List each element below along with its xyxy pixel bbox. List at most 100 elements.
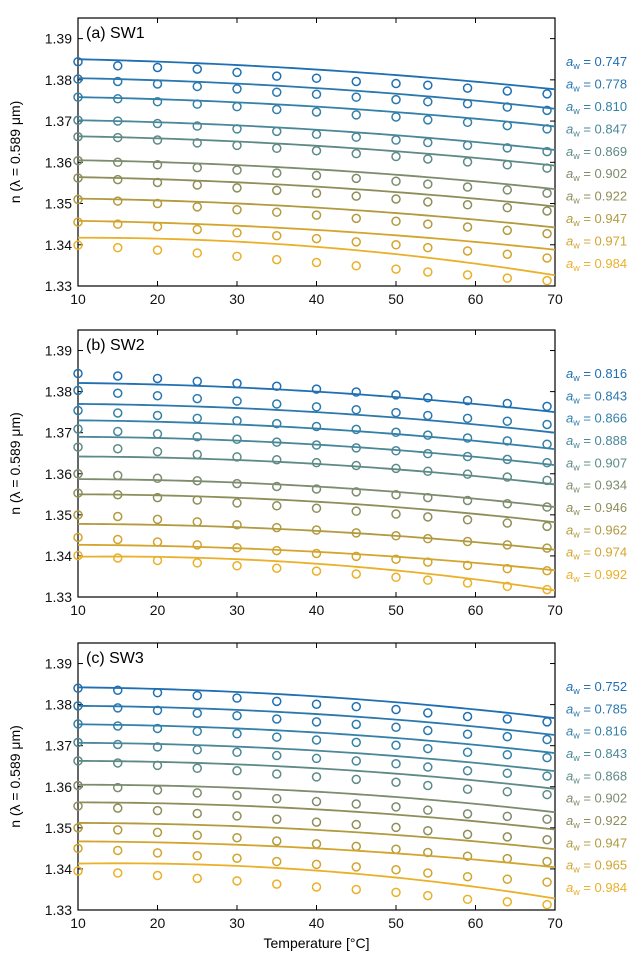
data-point <box>113 196 123 206</box>
data-point <box>542 543 552 553</box>
fit-curve <box>77 96 556 128</box>
data-point <box>423 197 433 207</box>
data-point <box>351 884 361 895</box>
data-point <box>351 841 361 852</box>
data-point <box>113 721 123 731</box>
fit-curve <box>77 236 556 277</box>
data-point <box>272 501 282 511</box>
data-point <box>232 204 242 215</box>
data-point <box>73 74 83 84</box>
data-point <box>502 499 513 509</box>
data-point <box>272 879 282 889</box>
legend-entry: aw = 0.946 <box>566 500 627 517</box>
data-point <box>423 179 433 189</box>
data-point <box>152 848 163 858</box>
data-point <box>542 521 552 532</box>
y-tick-label: 1.35 <box>45 820 72 836</box>
data-point <box>232 396 242 406</box>
data-point <box>232 832 242 843</box>
data-point <box>272 750 282 761</box>
data-point <box>502 472 513 482</box>
data-point <box>502 454 513 465</box>
data-point <box>462 222 473 232</box>
y-tick-label: 1.36 <box>45 466 72 482</box>
data-point <box>462 433 473 443</box>
data-point <box>113 116 123 126</box>
data-point <box>391 844 401 854</box>
data-point <box>192 763 202 774</box>
data-point <box>423 242 433 253</box>
fit-curve <box>77 403 556 434</box>
x-tick-label: 10 <box>70 915 86 931</box>
data-point <box>542 163 552 173</box>
data-point <box>113 388 123 399</box>
data-point <box>462 851 473 861</box>
data-point <box>232 452 242 462</box>
data-point <box>113 553 123 563</box>
data-point <box>462 495 473 506</box>
data-point <box>152 62 163 73</box>
fit-curve <box>77 159 556 191</box>
data-point <box>232 561 242 571</box>
data-point <box>542 275 552 286</box>
legend-entry: aw = 0.752 <box>566 679 627 696</box>
data-point <box>73 823 83 833</box>
data-point <box>232 84 242 94</box>
data-point <box>423 743 433 754</box>
x-tick-label: 70 <box>547 602 563 618</box>
data-point <box>152 687 163 698</box>
data-point <box>423 466 433 477</box>
data-point <box>391 740 401 751</box>
legend-entry: aw = 0.922 <box>566 189 627 206</box>
data-point <box>502 714 513 724</box>
data-point <box>311 796 322 807</box>
data-point <box>152 742 163 752</box>
data-point <box>192 202 202 212</box>
data-point <box>113 443 123 454</box>
data-point <box>311 210 322 220</box>
legend-entry: aw = 0.902 <box>566 166 627 183</box>
data-point <box>272 185 282 196</box>
legend-entry: aw = 0.868 <box>566 768 627 785</box>
data-point <box>113 758 123 768</box>
data-point <box>391 151 401 162</box>
data-point <box>502 518 513 528</box>
y-tick-label: 1.37 <box>45 113 72 129</box>
data-point <box>311 735 322 745</box>
x-tick-label: 10 <box>70 291 86 307</box>
data-point <box>351 460 361 471</box>
data-point <box>462 200 473 210</box>
data-point <box>272 732 282 742</box>
data-point <box>272 455 282 465</box>
data-point <box>311 859 322 870</box>
data-point <box>192 376 202 387</box>
data-point <box>311 257 322 268</box>
data-point <box>391 135 401 145</box>
data-point <box>113 685 123 695</box>
data-point <box>502 749 513 760</box>
data-point <box>391 759 401 769</box>
data-point <box>351 261 361 271</box>
data-point <box>502 897 513 907</box>
data-point <box>113 76 123 87</box>
x-tick-label: 50 <box>388 915 404 931</box>
data-point <box>391 94 401 105</box>
data-point <box>152 390 163 401</box>
data-point <box>462 560 473 571</box>
legend-entry: aw = 0.907 <box>566 455 627 472</box>
data-point <box>462 578 473 588</box>
data-point <box>73 240 83 250</box>
data-point <box>272 545 282 556</box>
data-point <box>113 803 123 813</box>
fit-curve <box>77 862 556 900</box>
x-tick-label: 30 <box>229 291 245 307</box>
data-point <box>542 734 552 745</box>
data-point <box>502 581 513 592</box>
data-point <box>272 126 282 137</box>
data-point <box>152 723 163 734</box>
x-tick-label: 70 <box>547 915 563 931</box>
data-point <box>351 862 361 872</box>
legend-entry: aw = 0.947 <box>566 211 627 228</box>
data-point <box>311 503 322 514</box>
data-point <box>502 143 513 153</box>
